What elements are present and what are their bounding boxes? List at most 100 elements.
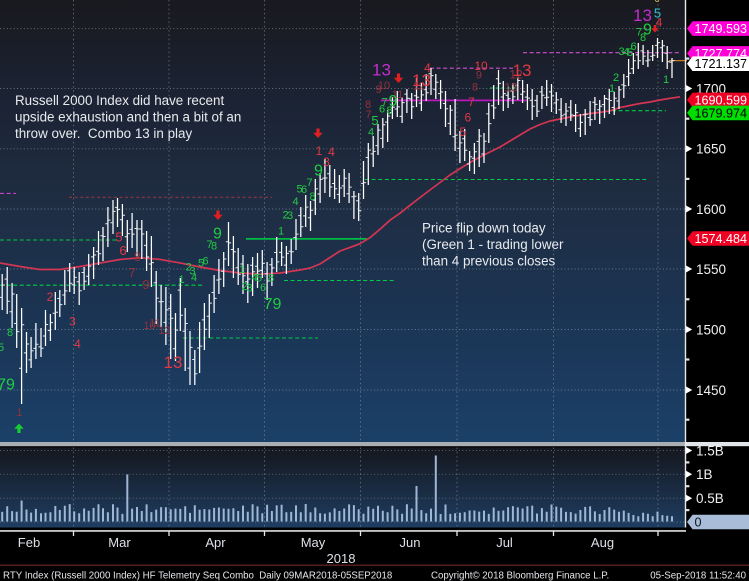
svg-text:3: 3 (323, 155, 330, 169)
svg-text:1450: 1450 (696, 383, 726, 398)
svg-text:2: 2 (47, 290, 54, 304)
svg-text:7: 7 (381, 96, 387, 108)
svg-text:RTY Index (Russell 2000 Index): RTY Index (Russell 2000 Index) HF Teleme… (3, 571, 392, 581)
svg-text:2: 2 (282, 209, 288, 221)
svg-text:9: 9 (213, 226, 222, 243)
svg-text:6: 6 (202, 255, 208, 267)
svg-text:throw over. Combo 13 in play: throw over. Combo 13 in play (15, 126, 192, 141)
svg-text:5: 5 (459, 125, 466, 139)
svg-text:7: 7 (468, 95, 475, 109)
svg-text:5: 5 (627, 47, 633, 59)
svg-text:2: 2 (613, 72, 619, 84)
svg-text:4: 4 (292, 196, 298, 208)
svg-text:13: 13 (164, 353, 183, 372)
svg-text:0.5B: 0.5B (696, 491, 724, 506)
svg-text:3: 3 (618, 46, 624, 58)
svg-text:5: 5 (198, 257, 204, 269)
svg-text:1700: 1700 (696, 81, 726, 96)
svg-text:8: 8 (309, 191, 315, 203)
svg-text:10: 10 (474, 59, 488, 73)
svg-text:79: 79 (264, 296, 282, 313)
svg-text:12: 12 (158, 325, 170, 337)
svg-text:12: 12 (413, 80, 425, 92)
svg-text:5: 5 (296, 183, 302, 195)
svg-text:May: May (301, 535, 326, 550)
svg-text:4: 4 (74, 337, 81, 351)
svg-text:Apr: Apr (205, 535, 226, 550)
svg-text:5: 5 (115, 230, 122, 245)
svg-text:5: 5 (256, 272, 262, 284)
svg-text:8: 8 (211, 240, 217, 252)
svg-text:Russell 2000 Index did have re: Russell 2000 Index did have recent (15, 93, 224, 108)
svg-text:9: 9 (142, 277, 149, 292)
svg-text:2: 2 (241, 281, 247, 293)
svg-text:5: 5 (0, 342, 4, 354)
svg-text:6: 6 (630, 41, 636, 53)
svg-text:4: 4 (424, 61, 431, 75)
svg-text:Feb: Feb (18, 535, 40, 550)
svg-text:8: 8 (640, 32, 646, 44)
svg-text:0: 0 (695, 516, 702, 530)
svg-text:1: 1 (609, 83, 615, 95)
svg-text:Mar: Mar (108, 535, 131, 550)
svg-text:1B: 1B (696, 467, 713, 482)
svg-text:3: 3 (189, 265, 195, 277)
svg-text:1: 1 (316, 144, 323, 158)
svg-text:13: 13 (412, 71, 431, 90)
svg-text:05-Sep-2018 11:52:40: 05-Sep-2018 11:52:40 (650, 571, 746, 581)
svg-text:1679.974: 1679.974 (695, 106, 748, 120)
svg-text:1650: 1650 (696, 142, 726, 157)
svg-text:upside exhaustion and then a b: upside exhaustion and then a bit of an (15, 109, 241, 124)
svg-text:7: 7 (206, 239, 212, 251)
svg-text:4: 4 (623, 46, 629, 58)
svg-text:6: 6 (379, 103, 385, 115)
svg-text:10: 10 (378, 80, 390, 92)
svg-text:8: 8 (365, 99, 371, 111)
svg-text:12: 12 (509, 68, 523, 82)
svg-text:1600: 1600 (696, 202, 726, 217)
svg-text:5: 5 (654, 6, 661, 21)
svg-text:4: 4 (191, 272, 197, 284)
svg-text:1721.137: 1721.137 (695, 57, 748, 71)
svg-text:4: 4 (328, 145, 335, 159)
svg-text:3: 3 (246, 282, 252, 294)
svg-text:11: 11 (149, 317, 160, 329)
svg-text:Jul: Jul (496, 535, 513, 550)
svg-text:13: 13 (504, 81, 518, 95)
svg-text:1550: 1550 (696, 262, 726, 277)
svg-text:6: 6 (301, 184, 307, 196)
svg-text:1.5B: 1.5B (696, 443, 724, 458)
svg-text:11: 11 (392, 89, 403, 101)
svg-text:(Green 1 - trading lower: (Green 1 - trading lower (422, 237, 564, 252)
svg-text:8: 8 (268, 272, 274, 284)
svg-text:1500: 1500 (696, 322, 726, 337)
svg-text:9: 9 (314, 163, 323, 180)
svg-text:Copyright© 2018 Bloomberg Fina: Copyright© 2018 Bloomberg Finance L.P. (431, 571, 609, 581)
svg-text:7: 7 (636, 26, 642, 38)
svg-text:7: 7 (365, 109, 371, 121)
svg-text:8: 8 (472, 81, 478, 93)
svg-text:10: 10 (143, 320, 155, 332)
svg-text:8: 8 (7, 327, 13, 339)
svg-text:13: 13 (513, 61, 532, 80)
svg-text:9: 9 (476, 70, 482, 82)
svg-text:3: 3 (69, 315, 76, 329)
svg-text:1749.593: 1749.593 (695, 22, 748, 36)
svg-text:13: 13 (372, 61, 391, 80)
svg-text:5: 5 (371, 113, 378, 128)
svg-text:1: 1 (278, 225, 284, 237)
svg-text:c: c (655, 0, 660, 5)
svg-text:1: 1 (16, 407, 22, 419)
svg-text:Price flip down today: Price flip down today (422, 221, 546, 236)
svg-text:3: 3 (287, 210, 293, 222)
svg-text:1690.599: 1690.599 (695, 93, 748, 107)
svg-text:1: 1 (239, 264, 245, 276)
svg-text:2018: 2018 (327, 551, 356, 566)
svg-text:Aug: Aug (591, 535, 614, 550)
svg-text:9: 9 (643, 22, 652, 39)
svg-text:1: 1 (663, 74, 669, 86)
svg-text:13: 13 (633, 6, 652, 25)
svg-text:8: 8 (386, 105, 392, 117)
svg-text:7: 7 (306, 177, 312, 189)
svg-text:6: 6 (119, 243, 126, 258)
